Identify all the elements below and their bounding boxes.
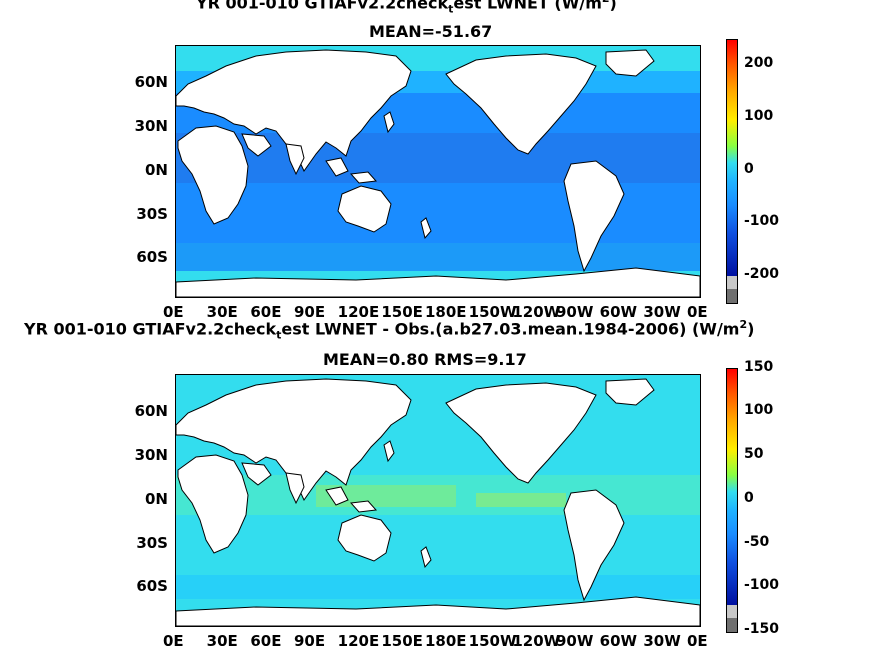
lat-label-60n: 60N [134, 73, 168, 91]
lon-label: 180E [425, 632, 467, 650]
lon-label: 0E [687, 303, 708, 321]
colorbar-tick: -100 [744, 213, 780, 229]
lon-label: 0E [163, 632, 184, 650]
lon-label: 60W [599, 632, 638, 650]
map-plot [175, 374, 701, 627]
warm-pool-anomaly [316, 485, 456, 507]
colorbar-gradient [727, 369, 737, 605]
panel-subtitle: MEAN=-51.67 [369, 22, 493, 41]
world-map-svg [176, 375, 700, 626]
lon-label: 0E [687, 632, 708, 650]
lat-label-30s: 30S [136, 534, 168, 552]
lon-label: 30E [206, 303, 238, 321]
lat-label-60s: 60S [136, 577, 168, 595]
land-masses [176, 378, 700, 626]
lon-label: 90W [556, 632, 594, 650]
lon-label: 30E [206, 632, 238, 650]
colorbar-tick: 200 [744, 55, 774, 71]
lon-label: 60E [250, 303, 282, 321]
lon-label: 60W [599, 303, 638, 321]
lon-label: 120W [512, 632, 561, 650]
lat-label-30n: 30N [134, 446, 168, 464]
land-masses [176, 49, 700, 297]
lon-label: 60E [250, 632, 282, 650]
lon-label: 90E [294, 303, 326, 321]
colorbar-tick: 150 [744, 359, 774, 375]
lat-label-30n: 30N [134, 117, 168, 135]
colorbar-gradient [727, 40, 737, 276]
lon-label: 150E [381, 632, 423, 650]
lon-label: 150E [381, 303, 423, 321]
east-pacific-anomaly [476, 493, 566, 507]
lon-label: 120E [337, 632, 380, 650]
lon-label: 30W [643, 632, 681, 650]
lon-label: 90E [294, 632, 326, 650]
lat-label-60s: 60S [136, 248, 168, 266]
colorbar-tick: 100 [744, 108, 774, 124]
southern-ocean-anomaly [176, 575, 700, 599]
panel-title: YR 001-010 GTIAFv2.2checktest LWNET - Ob… [24, 318, 755, 342]
colorbar-tick: -150 [744, 621, 780, 637]
world-map-svg [176, 46, 700, 297]
colorbar-tick: -50 [744, 534, 770, 550]
lon-label: 30W [643, 303, 681, 321]
colorbar-tick: 0 [744, 161, 754, 177]
lat-label-0n: 0N [145, 490, 168, 508]
colorbar-tick: -200 [744, 266, 780, 282]
lon-label: 120W [512, 303, 561, 321]
lon-label: 180E [425, 303, 467, 321]
colorbar-tick: 0 [744, 490, 754, 506]
lat-label-30s: 30S [136, 205, 168, 223]
colorbar-tick: -100 [744, 577, 780, 593]
lon-label: 0E [163, 303, 184, 321]
lon-label: 90W [556, 303, 594, 321]
subpolar-band-south [176, 243, 700, 271]
colorbar [726, 368, 738, 633]
colorbar-dark-gray-block [727, 289, 737, 303]
lat-label-60n: 60N [134, 402, 168, 420]
lon-label: 120E [337, 303, 380, 321]
colorbar-light-gray-block [727, 276, 737, 289]
colorbar-tick: 50 [744, 446, 764, 462]
lon-label: 150W [468, 632, 517, 650]
colorbar-dark-gray-block [727, 618, 737, 632]
panel-subtitle: MEAN=0.80 RMS=9.17 [323, 350, 527, 369]
colorbar-tick: 100 [744, 402, 774, 418]
panel-title: YR 001-010 GTIAFv2.2checktest LWNET (W/m… [196, 0, 617, 16]
lon-label: 150W [468, 303, 517, 321]
lat-label-0n: 0N [145, 161, 168, 179]
map-plot [175, 45, 701, 298]
colorbar [726, 39, 738, 304]
colorbar-light-gray-block [727, 605, 737, 618]
